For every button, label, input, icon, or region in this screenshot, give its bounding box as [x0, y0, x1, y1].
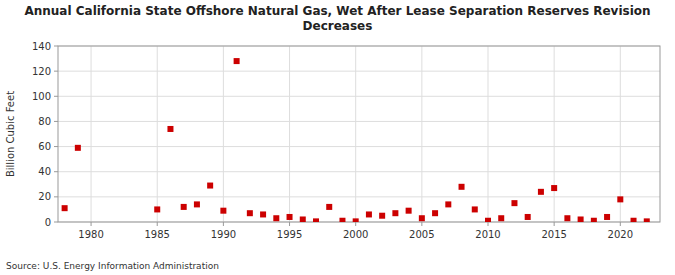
grid-line-y [58, 196, 660, 197]
point [591, 218, 597, 222]
point [273, 215, 279, 221]
point [181, 204, 187, 210]
tick-label-y: 20 [38, 191, 51, 202]
point [379, 213, 385, 219]
point [525, 214, 531, 220]
tick-x [91, 222, 92, 226]
tick-y [54, 146, 58, 147]
tick-y [54, 121, 58, 122]
point [578, 216, 584, 222]
point [538, 189, 544, 195]
point [551, 185, 557, 191]
tick-x [620, 222, 621, 226]
tick-label-y: 80 [38, 116, 51, 127]
point [62, 205, 68, 211]
tick-x [488, 222, 489, 226]
point [207, 183, 213, 189]
tick-label-x: 2010 [475, 229, 500, 240]
point [247, 210, 253, 216]
point [75, 145, 81, 151]
point [419, 215, 425, 221]
point [498, 215, 504, 221]
source: Source: U.S. Energy Information Administ… [6, 261, 219, 271]
point [631, 218, 637, 222]
tick-label-y: 0 [45, 217, 51, 228]
grid-line-x [488, 46, 489, 222]
point [260, 211, 266, 217]
tick-y [54, 222, 58, 223]
tick-label-y: 100 [32, 91, 51, 102]
grid-line-x [355, 46, 356, 222]
point [432, 210, 438, 216]
title-line: Annual California State Offshore Natural… [24, 4, 650, 18]
tick-x [355, 222, 356, 226]
point [617, 196, 623, 202]
point [339, 218, 345, 222]
grid-line-x [289, 46, 290, 222]
tick-label-y: 40 [38, 166, 51, 177]
grid-line-y [58, 96, 660, 97]
point [194, 201, 200, 207]
grid-line-x [157, 46, 158, 222]
point [472, 206, 478, 212]
point [366, 211, 372, 217]
points [62, 58, 650, 222]
tick-y [54, 96, 58, 97]
point [406, 208, 412, 214]
point [564, 215, 570, 221]
tick-x [157, 222, 158, 226]
tick-label-y: 140 [32, 41, 51, 52]
point [485, 218, 491, 222]
tick-label-x: 1980 [78, 229, 103, 240]
tick-y [54, 46, 58, 47]
point [445, 201, 451, 207]
tick-label-x: 2000 [343, 229, 368, 240]
grid-line-x [554, 46, 555, 222]
tick-y [54, 196, 58, 197]
point [220, 208, 226, 214]
chart: Annual California State Offshore Natural… [0, 0, 675, 275]
tick-label-x: 1995 [277, 229, 302, 240]
grid-line-x [91, 46, 92, 222]
grid-line-y [58, 146, 660, 147]
plot-frame [58, 46, 660, 222]
grid-line-x [620, 46, 621, 222]
tick-label-x: 1990 [211, 229, 236, 240]
tick-x [289, 222, 290, 226]
title-line: Decreases [303, 19, 373, 33]
tick-y [54, 171, 58, 172]
point [313, 218, 319, 222]
point [300, 216, 306, 222]
point [644, 218, 650, 222]
tick-label-y: 60 [38, 141, 51, 152]
point [511, 200, 517, 206]
y-axis-label: Billion Cubic Feet [5, 91, 16, 177]
point [353, 218, 359, 222]
grid-line-y [58, 171, 660, 172]
point [326, 204, 332, 210]
point [234, 58, 240, 64]
tick-x [421, 222, 422, 226]
tick-label-x: 1985 [145, 229, 170, 240]
grid-line-y [58, 121, 660, 122]
tick-label-x: 2020 [608, 229, 633, 240]
tick-y [54, 71, 58, 72]
point [604, 214, 610, 220]
tick-x [223, 222, 224, 226]
point [167, 126, 173, 132]
tick-label-x: 2005 [409, 229, 434, 240]
point [392, 210, 398, 216]
title: Annual California State Offshore Natural… [24, 4, 650, 33]
grid [58, 46, 660, 222]
tick-label-x: 2015 [541, 229, 566, 240]
grid-line-y [58, 71, 660, 72]
point [154, 206, 160, 212]
tick-x [554, 222, 555, 226]
tick-label-y: 120 [32, 66, 51, 77]
grid-line-x [223, 46, 224, 222]
grid-line-x [421, 46, 422, 222]
point [459, 184, 465, 190]
point [287, 214, 293, 220]
